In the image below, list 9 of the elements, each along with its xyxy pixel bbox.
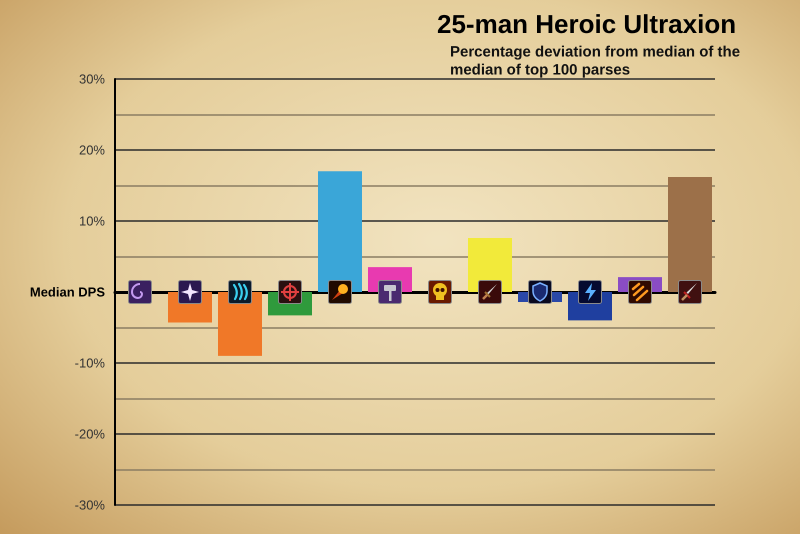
y-tick-label: 30% bbox=[78, 72, 106, 86]
chart-subtitle: Percentage deviation from median of the median of top 100 parses bbox=[450, 44, 744, 78]
y-tick-label: 20% bbox=[78, 142, 106, 158]
y-tick-label: -30% bbox=[74, 498, 106, 512]
y-tick-label: 10% bbox=[78, 214, 106, 228]
y-tick-label: Median DPS bbox=[30, 284, 106, 300]
chart-title: 25-man Heroic Ultraxion bbox=[437, 9, 736, 39]
y-tick-label: -10% bbox=[74, 356, 106, 370]
y-tick-label: -20% bbox=[74, 426, 106, 442]
